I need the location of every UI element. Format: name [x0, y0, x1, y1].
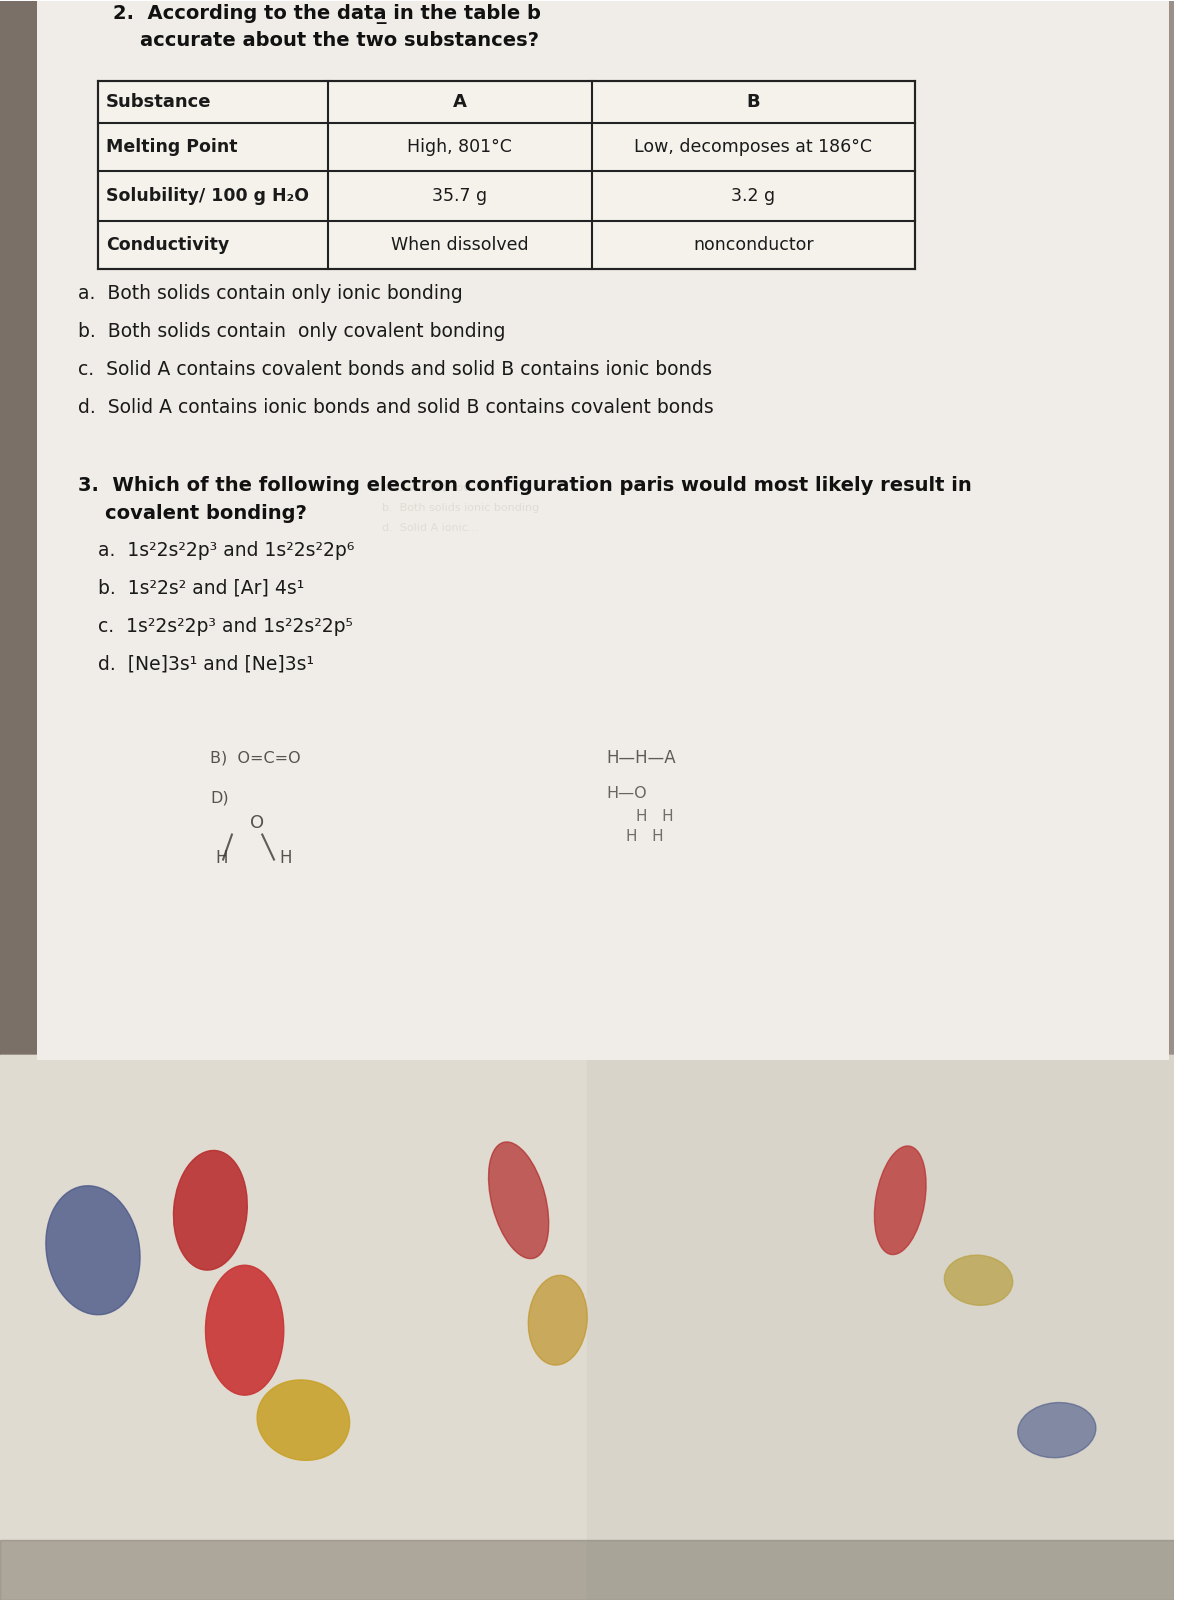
- Text: Solubility/ 100 g H₂O: Solubility/ 100 g H₂O: [106, 187, 308, 205]
- Ellipse shape: [46, 1186, 140, 1315]
- Text: B)  O=C=O: B) O=C=O: [210, 750, 301, 765]
- Text: B: B: [746, 93, 761, 110]
- Ellipse shape: [875, 1146, 926, 1254]
- Text: 35.7 g: 35.7 g: [432, 187, 487, 205]
- Text: d.  Solid A ionic...: d. Solid A ionic...: [382, 523, 479, 533]
- Text: A: A: [452, 93, 467, 110]
- Text: H—H—A: H—H—A: [607, 749, 677, 766]
- Text: a.  Solid (B) cov...: a. Solid (B) cov...: [382, 483, 479, 493]
- Text: 3.  Which of the following electron configuration paris would most likely result: 3. Which of the following electron confi…: [78, 475, 972, 494]
- Text: d.  Solid A contains ionic bonds and solid B contains covalent bonds: d. Solid A contains ionic bonds and soli…: [78, 398, 714, 418]
- Ellipse shape: [1018, 1403, 1096, 1458]
- Text: accurate about the two substances?: accurate about the two substances?: [113, 30, 539, 50]
- Text: nonconductor: nonconductor: [694, 235, 814, 254]
- Ellipse shape: [205, 1266, 283, 1395]
- Text: High, 801°C: High, 801°C: [408, 138, 512, 157]
- Text: Conductivity: Conductivity: [106, 235, 229, 254]
- Text: a.  1s²2s²2p³ and 1s²2s²2p⁶: a. 1s²2s²2p³ and 1s²2s²2p⁶: [98, 541, 354, 560]
- Text: b.  Both solids contain  only covalent bonding: b. Both solids contain only covalent bon…: [78, 322, 505, 341]
- Text: 2.  According to the data̲ in the table b: 2. According to the data̲ in the table b: [113, 5, 540, 24]
- Ellipse shape: [944, 1254, 1013, 1306]
- Bar: [98, 82, 914, 269]
- Text: d.  [Ne]3s¹ and [Ne]3s¹: d. [Ne]3s¹ and [Ne]3s¹: [98, 654, 314, 674]
- Text: b.  Both solids ionic bonding: b. Both solids ionic bonding: [382, 502, 539, 512]
- Text: a.  d th   solid   oo  ionic  bond     also A na b: a. d th solid oo ionic bond also A na b: [294, 194, 541, 203]
- Text: b.  1s²2s² and [Ar] 4s¹: b. 1s²2s² and [Ar] 4s¹: [98, 579, 304, 598]
- Bar: [0, 2, 37, 1600]
- Text: 3.2 g: 3.2 g: [732, 187, 775, 205]
- Text: Substance: Substance: [106, 93, 211, 110]
- Ellipse shape: [488, 1142, 548, 1259]
- Text: and are all about the: and are all about the: [685, 131, 816, 144]
- Text: D): D): [210, 790, 229, 805]
- Text: H—O: H—O: [607, 786, 647, 800]
- Text: b.  B  th  solids contain  ionic  bond     also A b: b. B th solids contain ionic bond also A…: [294, 213, 551, 222]
- Text: covalent bonding?: covalent bonding?: [78, 504, 307, 523]
- Bar: [587, 1056, 1175, 1600]
- Bar: [0, 1541, 1175, 1600]
- Polygon shape: [37, 2, 1169, 1061]
- Text: H: H: [215, 848, 228, 867]
- Text: When dissolved: When dissolved: [391, 235, 529, 254]
- Text: Melting Point: Melting Point: [106, 138, 238, 157]
- Text: O: O: [250, 813, 264, 832]
- Text: c.  Solid A contains covalent bonds and solid B contains ionic bonds: c. Solid A contains covalent bonds and s…: [78, 360, 713, 379]
- Ellipse shape: [257, 1379, 349, 1461]
- Text: H   H: H H: [626, 829, 664, 843]
- Ellipse shape: [528, 1275, 587, 1365]
- Text: a.  Both solids contain only ionic bonding: a. Both solids contain only ionic bondin…: [78, 283, 463, 302]
- Ellipse shape: [174, 1150, 247, 1270]
- Text: H   H: H H: [636, 808, 673, 824]
- Bar: [0, 1056, 587, 1600]
- Text: Low, decomposes at 186°C: Low, decomposes at 186°C: [635, 138, 872, 157]
- Text: c.  1s²2s²2p³ and 1s²2s²2p⁵: c. 1s²2s²2p³ and 1s²2s²2p⁵: [98, 616, 353, 635]
- Text: H: H: [278, 848, 292, 867]
- Bar: [0, 1056, 1175, 1600]
